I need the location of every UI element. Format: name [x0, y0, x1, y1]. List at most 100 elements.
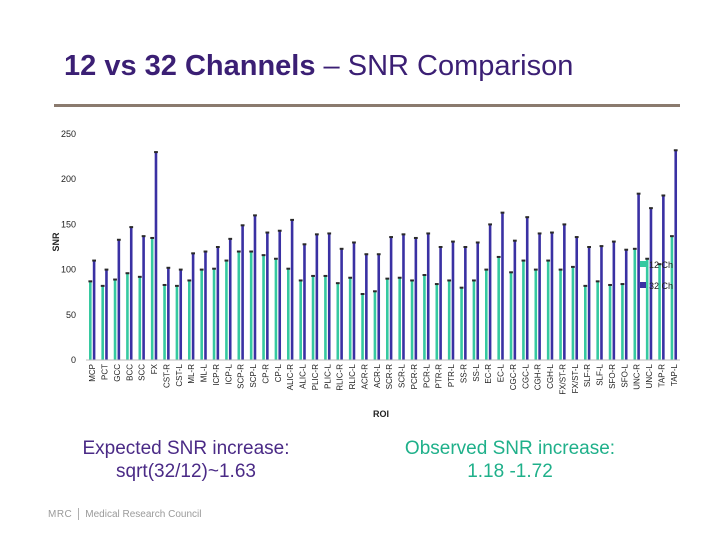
error-cap [129, 226, 134, 229]
expected-snr-note: Expected SNR increase: sqrt(32/12)~1.63 [46, 437, 326, 483]
bar-32ch [488, 224, 492, 360]
x-tick-label: ALIC-L [299, 363, 308, 388]
error-cap [562, 223, 567, 226]
bar-12ch [225, 260, 228, 360]
x-tick-label: FX [150, 363, 159, 374]
y-axis-ticks: 0 50 100 150 200 250 [61, 129, 76, 365]
x-tick-label: ML-R [187, 364, 196, 384]
bar-32ch [241, 225, 244, 360]
error-cap [125, 272, 130, 275]
bar-12ch [584, 285, 587, 360]
error-cap [397, 276, 402, 279]
bar-32ch [179, 269, 183, 360]
mrc-logo-mark: MRC [48, 508, 73, 520]
error-cap [373, 290, 377, 293]
bar-32ch [167, 267, 170, 360]
bar-12ch [410, 280, 414, 360]
error-cap [348, 276, 353, 279]
bar-12ch [299, 280, 302, 360]
bar-12ch [485, 269, 488, 360]
x-tick-label: SCP-L [249, 363, 258, 387]
x-tick-label: SLF-L [596, 363, 605, 385]
x-tick-label: RLIC-L [348, 363, 357, 389]
x-tick-label: PTR-R [435, 364, 444, 389]
error-cap [100, 284, 105, 287]
error-cap [187, 279, 192, 282]
x-tick-label: SCC [138, 364, 147, 381]
bar-32ch [228, 238, 232, 360]
bar-12ch [126, 273, 129, 360]
error-cap [215, 246, 220, 248]
error-cap [116, 238, 121, 241]
y-tick-label: 250 [61, 129, 76, 139]
error-cap [286, 267, 291, 270]
bar-12ch [262, 255, 265, 360]
bar-12ch [522, 260, 525, 360]
x-tick-label: ACR-R [360, 364, 369, 390]
slide-title-bold: 12 vs 32 Channels [64, 50, 316, 82]
error-cap [500, 211, 505, 214]
bar-12ch [658, 264, 661, 360]
bar-32ch [538, 233, 541, 360]
error-cap [166, 266, 171, 269]
y-tick-label: 150 [61, 219, 76, 229]
bar-12ch [200, 269, 203, 360]
bar-12ch [113, 279, 117, 360]
bar-12ch [324, 275, 327, 360]
x-tick-label: PTR-L [447, 363, 456, 387]
x-tick-label: PLIC-R [311, 364, 320, 390]
error-cap [339, 247, 344, 250]
error-cap [438, 246, 443, 248]
error-cap [277, 229, 282, 232]
x-tick-label: SFO-R [608, 364, 617, 389]
x-tick-label: UNC-R [633, 364, 642, 390]
bar-12ch [571, 266, 575, 360]
x-tick-label: PCT [101, 364, 110, 380]
error-cap [274, 257, 278, 260]
x-tick-label: CGH-R [534, 364, 543, 390]
error-cap [533, 268, 538, 271]
x-tick-label: SS-R [459, 364, 468, 383]
error-cap [484, 268, 489, 271]
error-cap [574, 236, 579, 239]
bar-12ch [509, 272, 513, 360]
x-tick-label: PCR-R [410, 364, 419, 390]
bar-12ch [435, 284, 439, 360]
bar-32ch [92, 260, 96, 360]
error-cap [426, 232, 431, 235]
error-cap [240, 224, 245, 227]
bar-12ch [633, 248, 637, 360]
error-cap [228, 237, 233, 240]
error-cap [199, 268, 204, 271]
error-cap [352, 241, 356, 244]
bar-12ch [497, 256, 500, 360]
bar-12ch [150, 237, 154, 360]
error-cap [611, 240, 616, 243]
error-cap [620, 283, 625, 286]
y-tick-label: 100 [61, 265, 76, 275]
error-cap [385, 277, 390, 280]
error-cap [253, 214, 257, 217]
x-tick-label: TAP-R [657, 364, 666, 388]
observed-snr-note: Observed SNR increase: 1.18 -1.72 [370, 437, 650, 483]
error-cap [459, 286, 464, 289]
error-cap [212, 267, 216, 270]
bar-32ch [315, 234, 319, 360]
bar-32ch [365, 254, 368, 360]
bar-12ch [163, 284, 166, 360]
error-cap [661, 194, 666, 197]
error-cap [632, 247, 637, 250]
error-cap [376, 253, 381, 256]
legend-swatch [640, 282, 646, 288]
bar-12ch [249, 251, 253, 360]
x-tick-label: FX/ST-R [558, 364, 567, 395]
error-cap [673, 149, 678, 152]
slide-title: 12 vs 32 Channels – SNR Comparison [64, 50, 573, 83]
bar-32ch [290, 219, 294, 360]
bar-32ch [389, 237, 393, 360]
bar-12ch [287, 268, 290, 360]
bar-32ch [612, 241, 616, 360]
error-cap [236, 250, 241, 253]
x-tick-label: SFO-L [620, 363, 629, 387]
error-cap [327, 232, 332, 235]
